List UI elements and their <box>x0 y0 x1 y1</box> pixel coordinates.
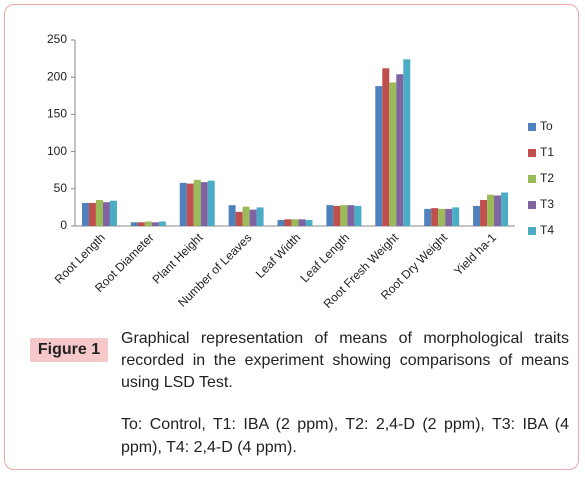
bar <box>487 194 495 226</box>
bar <box>445 208 453 226</box>
bar <box>431 208 439 226</box>
bar <box>382 68 390 226</box>
bar <box>480 199 488 226</box>
x-tick-label: Yield ha-1 <box>451 230 499 278</box>
legend-label: T2 <box>540 171 554 185</box>
bar <box>298 219 306 226</box>
bar <box>354 205 362 226</box>
bar <box>403 59 411 227</box>
bar <box>389 82 397 227</box>
x-tick-label: Leaf Width <box>253 230 303 280</box>
bar <box>424 208 432 226</box>
legend-marker <box>528 149 536 157</box>
bar <box>473 205 481 226</box>
bar <box>235 211 243 226</box>
bar <box>291 219 299 226</box>
legend-marker <box>528 123 536 131</box>
bar <box>193 179 201 226</box>
y-tick-label: 100 <box>47 144 67 158</box>
bar <box>95 199 103 226</box>
y-tick-label: 150 <box>47 107 67 121</box>
bar <box>186 183 194 226</box>
bar <box>452 207 460 226</box>
bar <box>242 206 250 226</box>
bar <box>284 219 292 226</box>
figure-frame <box>4 4 579 470</box>
y-tick-label: 50 <box>54 181 68 195</box>
legend-label: T1 <box>540 145 554 159</box>
figure-caption: Graphical representation of means of mor… <box>121 330 569 391</box>
bar <box>333 205 341 226</box>
y-tick-label: 0 <box>60 218 67 232</box>
bar <box>200 182 208 226</box>
bar <box>438 208 446 226</box>
figure-label: Figure 1 <box>30 338 108 362</box>
bar <box>396 74 404 226</box>
bar <box>228 205 236 226</box>
bar <box>494 195 502 226</box>
legend-marker <box>528 175 536 183</box>
bar <box>102 202 110 226</box>
bar <box>326 205 334 226</box>
bar <box>347 205 355 226</box>
legend-label: T4 <box>540 223 554 237</box>
bar <box>137 222 145 226</box>
bar <box>249 209 257 226</box>
bar <box>501 192 509 226</box>
legend-label: To <box>540 119 553 133</box>
bar <box>256 207 264 226</box>
bar <box>109 200 117 226</box>
bar <box>179 182 187 226</box>
bar <box>151 222 159 226</box>
bar <box>130 222 138 226</box>
legend-marker <box>528 201 536 209</box>
y-tick-label: 250 <box>47 32 67 46</box>
bar <box>144 221 152 226</box>
figure-note: To: Control, T1: IBA (2 ppm), T2: 2,4-D … <box>121 416 569 456</box>
bar <box>277 220 285 226</box>
bar <box>88 202 96 226</box>
legend-label: T3 <box>540 197 554 211</box>
bar <box>305 220 313 226</box>
bar <box>158 221 166 226</box>
bar <box>375 86 383 227</box>
bar <box>81 202 89 226</box>
bar <box>340 205 348 226</box>
bar <box>207 180 215 226</box>
legend-marker <box>528 227 536 235</box>
y-tick-label: 200 <box>47 69 67 83</box>
